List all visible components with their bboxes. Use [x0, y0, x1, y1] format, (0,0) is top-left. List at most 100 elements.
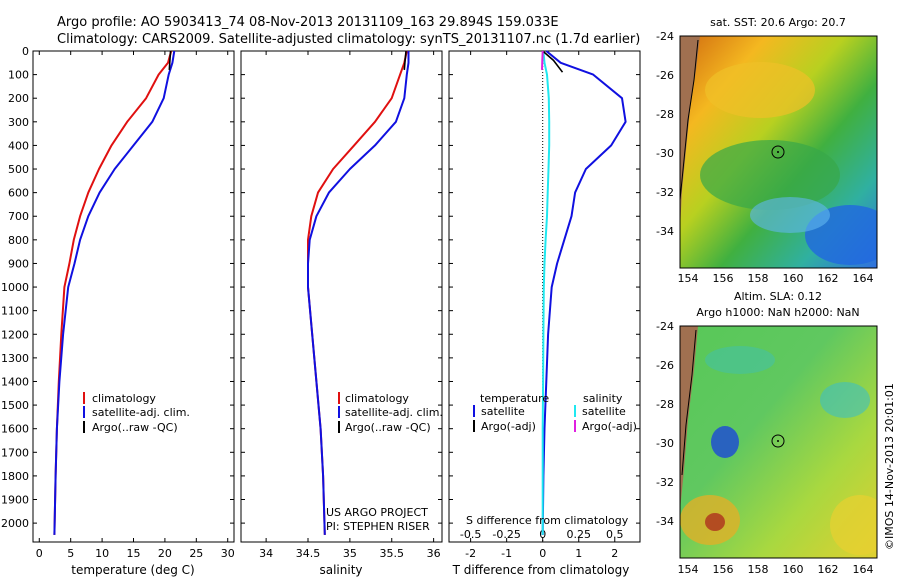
- sla-map-title-1: Altim. SLA: 0.12: [734, 290, 822, 303]
- legend-label-temp-argo: Argo(-adj): [481, 420, 536, 433]
- x-tick-label: 34: [259, 547, 273, 560]
- legend-label-satellite: satellite-adj. clim.: [345, 406, 443, 419]
- x-tick-label: -2: [465, 547, 476, 560]
- y-tick-label: 700: [8, 210, 29, 223]
- header-line-2: Climatology: CARS2009. Satellite-adjuste…: [57, 32, 640, 47]
- sla-argo-marker: [771, 434, 785, 448]
- sla-lon-label: 156: [713, 563, 734, 576]
- sla-lon-label: 158: [748, 563, 769, 576]
- y-tick-label: 100: [8, 69, 29, 82]
- sla-lon-label: 154: [678, 563, 699, 576]
- x-tick-label: 36: [427, 547, 441, 560]
- y-tick-label: 800: [8, 234, 29, 247]
- y-tick-label: 1600: [1, 423, 29, 436]
- series-line-satellite-adj-clim-: [307, 51, 410, 535]
- series-line-temperature-satellite: [541, 50, 627, 535]
- temperature-axis-title: temperature (deg C): [71, 563, 194, 577]
- x-tick-label: 25: [189, 547, 203, 560]
- y-tick-label: 1700: [1, 446, 29, 459]
- x-tick-label: 5: [67, 547, 74, 560]
- legend-label-argo: Argo(..raw -QC): [92, 421, 178, 434]
- difference-panel-frame: [448, 50, 641, 543]
- salinity-axis-title: salinity: [319, 563, 362, 577]
- pi-annotation: PI: STEPHEN RISER: [326, 520, 430, 533]
- sla-map-title-2: Argo h1000: NaN h2000: NaN: [696, 306, 859, 319]
- x-tick-label: 15: [127, 547, 141, 560]
- sst-map-frame: [679, 35, 878, 269]
- y-tick-label: 1000: [1, 281, 29, 294]
- sst-lon-label: 158: [748, 272, 769, 285]
- salinity-legend: climatology satellite-adj. clim. Argo(..…: [338, 392, 443, 434]
- legend-label-satellite: satellite-adj. clim.: [92, 406, 190, 419]
- sla-map: Altim. SLA: 0.12 Argo h1000: NaN h2000: …: [656, 290, 878, 576]
- sla-land: [680, 326, 698, 510]
- temperature-plot: 0 5 10 15 20 25 300100200300400500600700800900…: [1, 45, 235, 560]
- x-tick-label: 2: [611, 547, 618, 560]
- legend-label-climatology: climatology: [92, 392, 156, 405]
- series-line-temperature-argo-adj-: [542, 50, 564, 73]
- sst-lat-label: -30: [656, 147, 674, 160]
- series-line-argo-raw-qc-: [403, 50, 407, 70]
- legend-label-climatology: climatology: [345, 392, 409, 405]
- sla-low-eddy: [711, 426, 739, 458]
- sst-lat-label: -34: [656, 225, 674, 238]
- x-tick-label: 34.5: [296, 547, 321, 560]
- sla-coastline: [681, 329, 697, 476]
- sla-lat-label: -24: [656, 320, 674, 333]
- sst-lat-label: -28: [656, 108, 674, 121]
- sst-land: [680, 36, 700, 230]
- legend-label-argo: Argo(..raw -QC): [345, 421, 431, 434]
- sst-map: sat. SST: 20.6 Argo: 20.7 -24 -26 -28 -3…: [656, 16, 878, 285]
- temperature-legend: climatology satellite-adj. clim. Argo(..…: [83, 392, 190, 434]
- header-line-1: Argo profile: AO 5903413_74 08-Nov-2013 …: [57, 15, 559, 30]
- project-annotation: US ARGO PROJECT: [326, 506, 428, 519]
- series-line-satellite-adj-clim-: [53, 50, 176, 535]
- y-tick-label: 300: [8, 116, 29, 129]
- sst-lat-label: -24: [656, 30, 674, 43]
- sst-lon-label: 162: [818, 272, 839, 285]
- sst-lon-label: 154: [678, 272, 699, 285]
- x-tick-label: 10: [95, 547, 109, 560]
- y-tick-label: 1800: [1, 470, 29, 483]
- sla-low-patch-2: [705, 346, 775, 374]
- legend-label-sal-argo: Argo(-adj): [582, 420, 637, 433]
- s-tick-label: -0.25: [492, 528, 520, 541]
- sla-map-frame: [679, 325, 878, 559]
- sla-argo-dot: [777, 440, 779, 442]
- sla-lat-label: -30: [656, 437, 674, 450]
- sst-lon-label: 156: [713, 272, 734, 285]
- sla-lat-label: -28: [656, 398, 674, 411]
- series-line-salinity-satellite: [541, 50, 551, 535]
- x-tick-label: 35: [343, 547, 357, 560]
- sst-mid-patch: [700, 140, 840, 210]
- y-tick-label: 900: [8, 257, 29, 270]
- sla-lat-label: -32: [656, 476, 674, 489]
- y-tick-label: 500: [8, 163, 29, 176]
- sst-argo-dot: [777, 151, 779, 153]
- x-tick-label: 0: [539, 547, 546, 560]
- y-tick-label: 1500: [1, 399, 29, 412]
- x-tick-label: 0: [36, 547, 43, 560]
- x-tick-label: 1: [575, 547, 582, 560]
- y-tick-label: 400: [8, 139, 29, 152]
- sla-high-core: [705, 513, 725, 531]
- legend-label-sal-satellite: satellite: [582, 405, 626, 418]
- sst-warm-patch: [705, 62, 815, 118]
- x-tick-label: 35.5: [380, 547, 405, 560]
- sst-lon-label: 164: [853, 272, 874, 285]
- s-tick-label: 0.5: [606, 528, 624, 541]
- sla-lat-label: -34: [656, 515, 674, 528]
- imos-stamp: ©IMOS 14-Nov-2013 20:01:01: [883, 383, 896, 550]
- y-tick-label: 1200: [1, 328, 29, 341]
- y-tick-label: 200: [8, 92, 29, 105]
- x-tick-label: 30: [221, 547, 235, 560]
- y-tick-label: 600: [8, 187, 29, 200]
- legend-header-temperature: temperature: [480, 392, 549, 405]
- sst-map-title: sat. SST: 20.6 Argo: 20.7: [710, 16, 846, 29]
- salinity-panel-frame: [240, 50, 443, 543]
- sla-low-patch: [820, 382, 870, 418]
- sst-coastline: [680, 39, 699, 201]
